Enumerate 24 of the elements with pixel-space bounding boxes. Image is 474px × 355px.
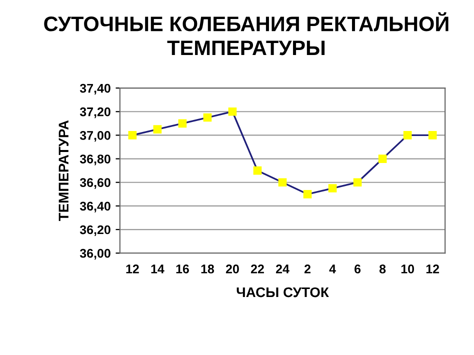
x-tick-label: 4 (329, 264, 336, 274)
y-tick-label: 36,20 (80, 225, 110, 236)
y-tick-label: 37,20 (80, 107, 110, 118)
chart-title: СУТОЧНЫЕ КОЛЕБАНИЯ РЕКТАЛЬНОЙ ТЕМПЕРАТУРЫ (44, 12, 448, 56)
x-tick-label: 10 (401, 264, 414, 274)
x-tick-label: 22 (250, 264, 264, 274)
x-tick-label: 20 (226, 264, 239, 274)
x-tick-label: 12 (126, 264, 139, 274)
x-axis-title: ЧАСЫ СУТОК (236, 287, 329, 298)
x-tick-label: 12 (426, 264, 440, 274)
x-tick-label: 6 (354, 264, 361, 274)
x-tick-label: 24 (276, 264, 290, 274)
y-tick-label: 36,80 (80, 154, 110, 166)
y-tick-label: 36,00 (80, 248, 110, 260)
y-axis-title: ТЕМПЕРАТУРА (58, 120, 69, 221)
x-tick-label: 8 (379, 264, 386, 274)
y-tick-label: 37,00 (80, 131, 110, 142)
x-tick-label: 18 (201, 264, 214, 274)
x-tick-label: 16 (176, 264, 189, 274)
y-tick-label: 36,60 (80, 178, 110, 189)
x-tick-label: 14 (151, 264, 164, 274)
y-tick-label: 37,40 (80, 84, 110, 95)
y-tick-label: 36,40 (80, 202, 110, 212)
x-tick-label: 2 (304, 264, 310, 274)
